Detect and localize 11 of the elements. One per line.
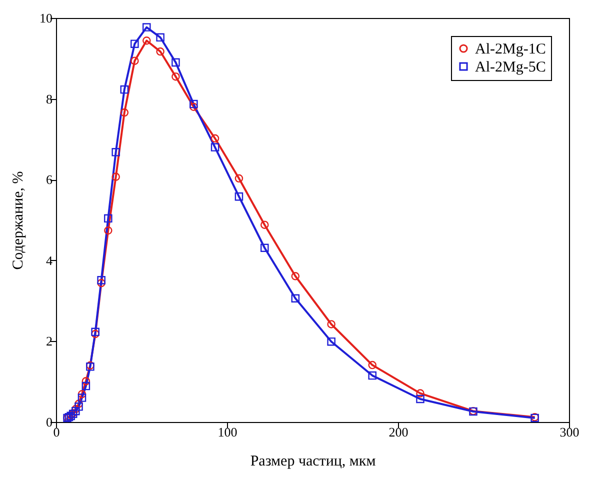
x-tick-label: 100 [218, 424, 238, 440]
y-tick-label: 10 [40, 10, 52, 26]
x-tick-label: 200 [388, 424, 408, 440]
x-tick-label: 300 [560, 424, 580, 440]
x-axis-title: Размер частиц, мкм [250, 454, 376, 470]
legend-label: Al-2Mg-5C [475, 60, 546, 76]
legend-label: Al-2Mg-1C [475, 42, 546, 58]
y-tick-label: 4 [46, 252, 53, 268]
y-axis-title: Содержание, % [10, 171, 26, 270]
y-tick-label: 8 [46, 91, 52, 106]
y-tick-label: 2 [46, 334, 52, 349]
